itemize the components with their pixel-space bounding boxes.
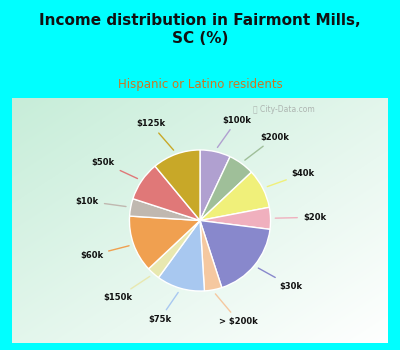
Text: $60k: $60k xyxy=(80,246,129,260)
Text: $30k: $30k xyxy=(258,268,302,290)
Wedge shape xyxy=(200,172,269,220)
Text: Hispanic or Latino residents: Hispanic or Latino residents xyxy=(118,78,282,91)
Text: > $200k: > $200k xyxy=(215,294,258,326)
Text: ⓘ City-Data.com: ⓘ City-Data.com xyxy=(254,105,315,114)
Text: $10k: $10k xyxy=(76,197,126,206)
Text: $75k: $75k xyxy=(148,293,178,324)
Text: $150k: $150k xyxy=(103,276,150,302)
Wedge shape xyxy=(200,157,252,220)
Wedge shape xyxy=(133,166,200,220)
Wedge shape xyxy=(200,220,270,288)
Text: $50k: $50k xyxy=(92,158,138,178)
Text: $20k: $20k xyxy=(275,213,326,222)
Wedge shape xyxy=(158,220,204,291)
Wedge shape xyxy=(130,199,200,220)
Wedge shape xyxy=(200,220,222,291)
Text: Income distribution in Fairmont Mills,
SC (%): Income distribution in Fairmont Mills, S… xyxy=(39,13,361,46)
Wedge shape xyxy=(200,207,270,229)
Wedge shape xyxy=(148,220,200,278)
Wedge shape xyxy=(200,150,230,220)
Wedge shape xyxy=(155,150,200,220)
Text: $200k: $200k xyxy=(245,133,289,160)
Text: $100k: $100k xyxy=(218,116,251,147)
Text: $125k: $125k xyxy=(136,119,174,150)
Wedge shape xyxy=(130,216,200,269)
Text: $40k: $40k xyxy=(267,169,315,187)
